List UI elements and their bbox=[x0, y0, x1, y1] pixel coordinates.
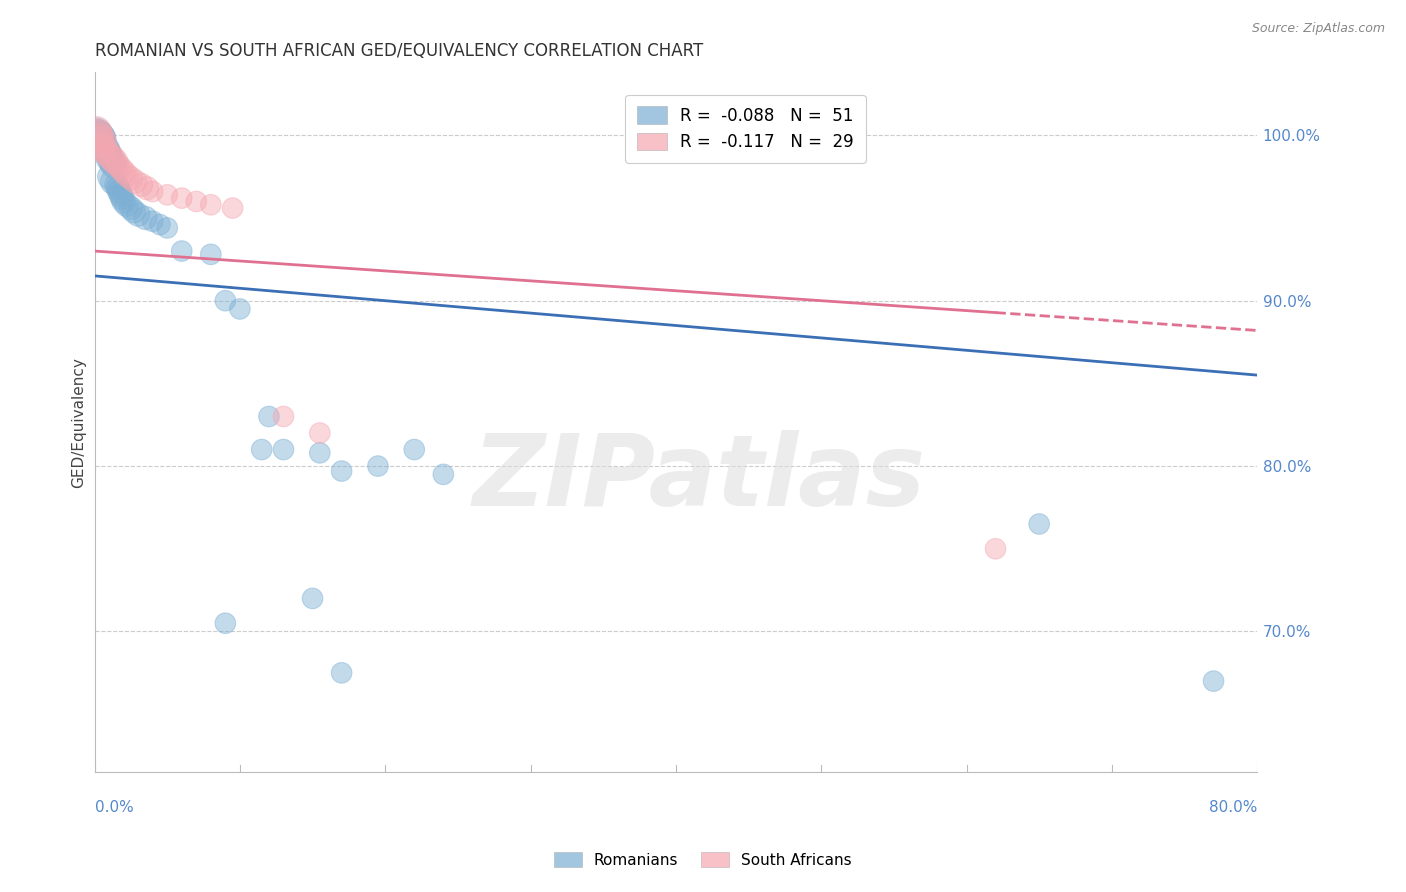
Point bbox=[221, 201, 243, 215]
Point bbox=[110, 161, 132, 176]
Point bbox=[250, 442, 273, 457]
Point bbox=[111, 191, 134, 205]
Point bbox=[308, 425, 330, 440]
Point bbox=[129, 178, 152, 192]
Point bbox=[100, 169, 122, 184]
Point bbox=[127, 208, 149, 222]
Point bbox=[170, 191, 193, 205]
Point bbox=[142, 214, 165, 228]
Point bbox=[96, 141, 118, 155]
Point bbox=[404, 442, 426, 457]
Point bbox=[101, 152, 124, 166]
Point bbox=[156, 221, 179, 235]
Point bbox=[86, 128, 108, 143]
Point bbox=[186, 194, 208, 209]
Point bbox=[84, 127, 107, 141]
Point bbox=[104, 154, 127, 169]
Point bbox=[90, 135, 112, 149]
Point bbox=[301, 591, 323, 606]
Point bbox=[115, 168, 138, 182]
Point bbox=[1028, 516, 1050, 531]
Point bbox=[103, 158, 125, 172]
Legend: Romanians, South Africans: Romanians, South Africans bbox=[548, 846, 858, 873]
Point bbox=[96, 145, 118, 159]
Point bbox=[273, 442, 295, 457]
Point bbox=[120, 201, 142, 215]
Point bbox=[330, 464, 353, 478]
Point bbox=[200, 247, 222, 261]
Point bbox=[107, 158, 129, 172]
Point bbox=[108, 185, 131, 199]
Text: 0.0%: 0.0% bbox=[94, 800, 134, 815]
Point bbox=[273, 409, 295, 424]
Point bbox=[149, 218, 172, 232]
Point bbox=[257, 409, 280, 424]
Point bbox=[112, 194, 135, 209]
Point bbox=[229, 301, 252, 316]
Point bbox=[200, 198, 222, 212]
Point bbox=[432, 467, 454, 482]
Point bbox=[87, 131, 110, 145]
Point bbox=[135, 181, 157, 195]
Text: Source: ZipAtlas.com: Source: ZipAtlas.com bbox=[1251, 22, 1385, 36]
Text: 80.0%: 80.0% bbox=[1209, 800, 1257, 815]
Point bbox=[103, 175, 125, 189]
Point bbox=[984, 541, 1007, 556]
Point bbox=[87, 130, 110, 145]
Point bbox=[89, 133, 111, 147]
Legend: R =  -0.088   N =  51, R =  -0.117   N =  29: R = -0.088 N = 51, R = -0.117 N = 29 bbox=[626, 95, 866, 162]
Point bbox=[98, 148, 121, 162]
Point bbox=[86, 128, 108, 143]
Point bbox=[142, 185, 165, 199]
Point bbox=[1202, 674, 1225, 689]
Point bbox=[214, 293, 236, 308]
Point bbox=[308, 446, 330, 460]
Point bbox=[214, 616, 236, 631]
Point bbox=[110, 187, 132, 202]
Point bbox=[101, 154, 124, 169]
Point bbox=[97, 145, 120, 159]
Point bbox=[170, 244, 193, 258]
Y-axis label: GED/Equivalency: GED/Equivalency bbox=[72, 357, 86, 488]
Point bbox=[112, 164, 135, 178]
Point bbox=[89, 131, 111, 145]
Point bbox=[105, 178, 128, 192]
Point bbox=[120, 171, 142, 186]
Point bbox=[134, 211, 156, 225]
Point bbox=[124, 175, 146, 189]
Point bbox=[115, 198, 138, 212]
Point bbox=[98, 152, 121, 166]
Point bbox=[89, 135, 111, 149]
Point bbox=[90, 138, 112, 153]
Point bbox=[84, 125, 107, 139]
Point bbox=[90, 136, 112, 151]
Point bbox=[156, 187, 179, 202]
Point bbox=[330, 665, 353, 680]
Point bbox=[107, 181, 129, 195]
Text: ROMANIAN VS SOUTH AFRICAN GED/EQUIVALENCY CORRELATION CHART: ROMANIAN VS SOUTH AFRICAN GED/EQUIVALENC… bbox=[94, 42, 703, 60]
Point bbox=[98, 148, 121, 162]
Point bbox=[367, 459, 389, 474]
Text: ZIPatlas: ZIPatlas bbox=[472, 430, 925, 527]
Point bbox=[122, 204, 145, 219]
Point bbox=[91, 141, 114, 155]
